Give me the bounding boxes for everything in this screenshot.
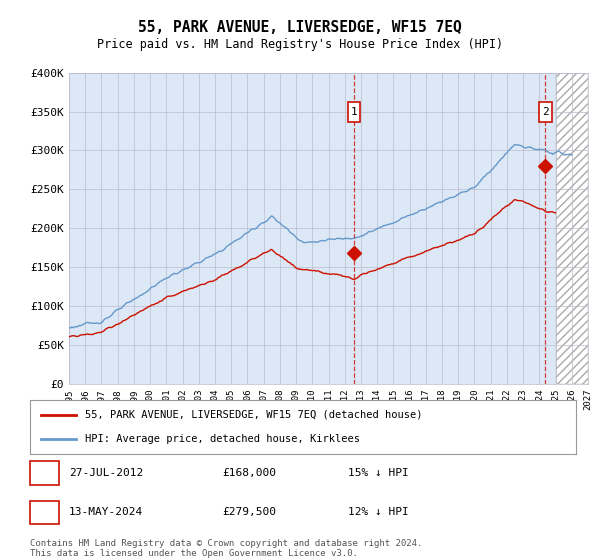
Text: £168,000: £168,000 [222, 468, 276, 478]
Bar [556, 73, 588, 384]
Text: 55, PARK AVENUE, LIVERSEDGE, WF15 7EQ (detached house): 55, PARK AVENUE, LIVERSEDGE, WF15 7EQ (d… [85, 410, 422, 420]
Text: 15% ↓ HPI: 15% ↓ HPI [348, 468, 409, 478]
Text: 1: 1 [350, 106, 358, 116]
FancyBboxPatch shape [539, 101, 551, 122]
Text: Price paid vs. HM Land Registry's House Price Index (HPI): Price paid vs. HM Land Registry's House … [97, 38, 503, 50]
Bar [556, 73, 588, 384]
Text: 13-MAY-2024: 13-MAY-2024 [69, 507, 143, 517]
Text: HPI: Average price, detached house, Kirklees: HPI: Average price, detached house, Kirk… [85, 434, 359, 444]
Text: 1: 1 [41, 468, 48, 478]
Text: 55, PARK AVENUE, LIVERSEDGE, WF15 7EQ: 55, PARK AVENUE, LIVERSEDGE, WF15 7EQ [138, 20, 462, 35]
Text: 27-JUL-2012: 27-JUL-2012 [69, 468, 143, 478]
FancyBboxPatch shape [348, 101, 360, 122]
Text: 2: 2 [41, 507, 48, 517]
Text: £279,500: £279,500 [222, 507, 276, 517]
Text: Contains HM Land Registry data © Crown copyright and database right 2024.
This d: Contains HM Land Registry data © Crown c… [30, 539, 422, 558]
Text: 12% ↓ HPI: 12% ↓ HPI [348, 507, 409, 517]
Text: 2: 2 [542, 106, 549, 116]
